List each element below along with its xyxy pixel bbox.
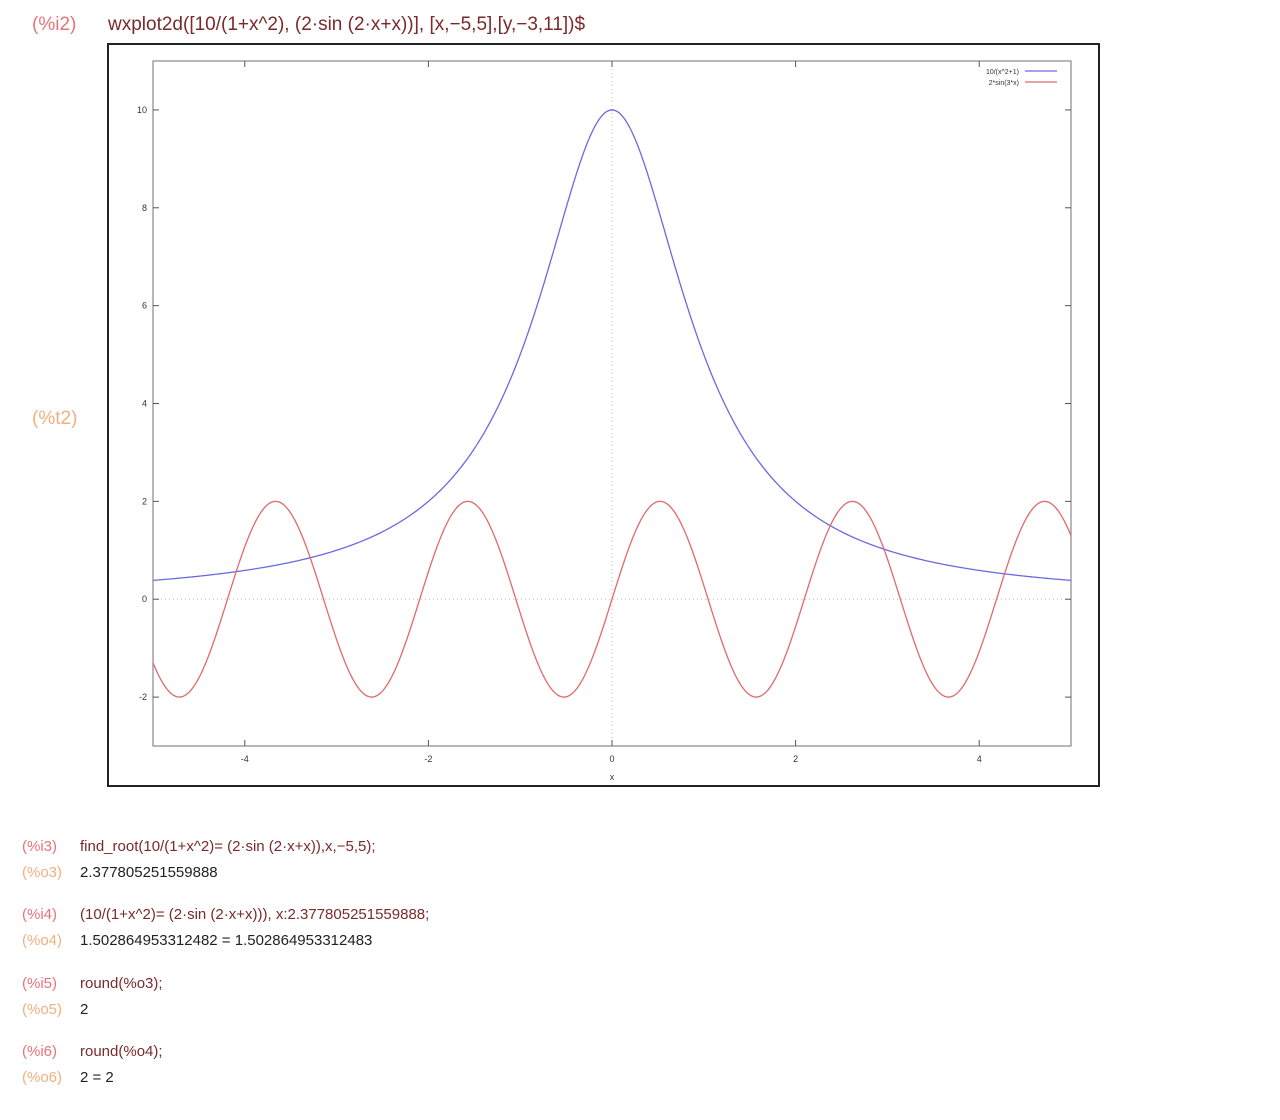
input-label: (%i2) bbox=[32, 14, 77, 35]
x-tick-label: -2 bbox=[424, 754, 432, 764]
x-tick-label: 2 bbox=[793, 754, 798, 764]
plot-command[interactable]: wxplot2d([10/(1+x^2), (2·sin (2·x+x))], … bbox=[108, 14, 586, 35]
output-label: (%o6) bbox=[22, 1069, 63, 1086]
x-axis-label: x bbox=[610, 772, 615, 782]
input-text[interactable]: round(%o3); bbox=[80, 975, 163, 992]
plot-output-label: (%t2) bbox=[32, 408, 78, 429]
input-label: (%i5) bbox=[22, 975, 58, 992]
input-label: (%i4) bbox=[22, 906, 58, 923]
input-text[interactable]: (10/(1+x^2)= (2·sin (2·x+x))), x:2.37780… bbox=[80, 906, 430, 923]
input-cell[interactable]: (%i5) round(%o3); bbox=[22, 975, 163, 992]
output-label: (%o5) bbox=[22, 1001, 63, 1018]
input-cell[interactable]: (%i4) (10/(1+x^2)= (2·sin (2·x+x))), x:2.… bbox=[22, 906, 429, 923]
legend-label: 2*sin(3*x) bbox=[989, 80, 1019, 87]
input-text[interactable]: round(%o4); bbox=[80, 1043, 163, 1060]
x-tick-label: 4 bbox=[977, 754, 982, 764]
x-tick-label: -4 bbox=[241, 754, 249, 764]
y-tick-label: 10 bbox=[137, 105, 147, 115]
input-label: (%i3) bbox=[22, 838, 58, 855]
output-cell: (%o6) 2 = 2 bbox=[22, 1069, 114, 1086]
y-tick-label: 8 bbox=[142, 203, 147, 213]
output-label: (%o4) bbox=[22, 932, 63, 949]
input-cell[interactable]: (%i6) round(%o4); bbox=[22, 1043, 163, 1060]
y-tick-label: 4 bbox=[142, 399, 147, 409]
output-text: 2 = 2 bbox=[80, 1069, 114, 1086]
y-tick-label: 6 bbox=[142, 301, 147, 311]
plot-chart: -4 -2 0 2 4 -2 0 2 4 6 8 10 x 10/(x^2+1) 2*sin(3*x) bbox=[137, 60, 1072, 782]
output-cell: (%o5) 2 bbox=[22, 1001, 88, 1018]
output-cell: (%o4) 1.502864953312482 = 1.5028649533124… bbox=[22, 932, 372, 949]
plot-frame: -4 -2 0 2 4 -2 0 2 4 6 8 10 x 10/(x^2+1) 2*sin(3*x) bbox=[107, 43, 1100, 787]
output-text: 2 bbox=[80, 1001, 89, 1018]
series-line-2 bbox=[152, 500, 1072, 698]
plot-area-border bbox=[152, 60, 1072, 747]
y-tick-label: -2 bbox=[139, 692, 147, 702]
output-text: 2.377805251559888 bbox=[80, 864, 218, 881]
legend-label: 10/(x^2+1) bbox=[986, 69, 1019, 76]
output-cell: (%o3) 2.377805251559888 bbox=[22, 864, 218, 881]
series-line-1 bbox=[152, 109, 1072, 582]
x-tick-label: 0 bbox=[609, 754, 614, 764]
input-label: (%i6) bbox=[22, 1043, 58, 1060]
input-text[interactable]: find_root(10/(1+x^2)= (2·sin (2·x+x)),x,… bbox=[80, 838, 376, 855]
output-label: (%o3) bbox=[22, 864, 63, 881]
input-cell[interactable]: (%i3) find_root(10/(1+x^2)= (2·sin (2·x+x… bbox=[22, 838, 376, 855]
y-tick-label: 2 bbox=[142, 496, 147, 506]
output-text: 1.502864953312482 = 1.502864953312483 bbox=[80, 932, 373, 949]
y-tick-label: 0 bbox=[142, 594, 147, 604]
